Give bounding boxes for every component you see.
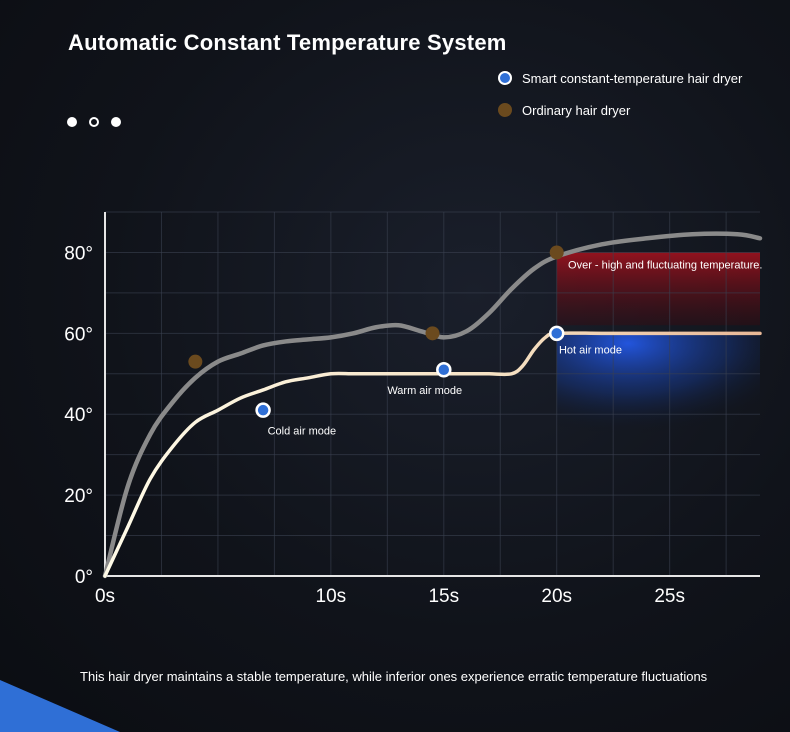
legend-item-smart: Smart constant-temperature hair dryer: [498, 68, 742, 88]
data-point-ordinary: [188, 354, 203, 369]
x-tick-label: 25s: [654, 586, 685, 607]
legend: Smart constant-temperature hair dryer Or…: [498, 68, 742, 132]
legend-label-smart: Smart constant-temperature hair dryer: [522, 70, 743, 86]
pager-dot-2[interactable]: [89, 117, 99, 127]
x-tick-label: 0s: [95, 586, 115, 607]
footer-caption: This hair dryer maintains a stable tempe…: [80, 669, 708, 684]
x-tick-label: 10s: [316, 586, 347, 607]
chart-annotation: Cold air mode: [268, 425, 336, 437]
smart-legend-marker: [498, 71, 512, 85]
x-tick-label: 20s: [541, 586, 572, 607]
legend-label-ordinary: Ordinary hair dryer: [522, 102, 631, 118]
data-point-smart: [255, 402, 271, 418]
y-tick-label: 0°: [75, 567, 93, 588]
y-tick-label: 60°: [64, 324, 93, 345]
pager-dots: [67, 117, 121, 127]
chart-annotation: Hot air mode: [559, 345, 622, 357]
data-point-smart: [548, 325, 565, 342]
data-point-ordinary: [425, 326, 440, 341]
legend-item-ordinary: Ordinary hair dryer: [498, 100, 742, 120]
y-tick-label: 40°: [64, 405, 93, 426]
highlight-regions: [556, 252, 760, 435]
data-point-ordinary: [549, 245, 564, 260]
data-point-smart: [436, 361, 452, 378]
corner-accent: [0, 680, 120, 732]
annotations: Over - high and fluctuating temperature.…: [268, 260, 763, 438]
chart-annotation: Over - high and fluctuating temperature.: [568, 260, 762, 272]
series-line-ordinary: [102, 231, 763, 579]
y-tick-label: 80°: [64, 243, 93, 264]
axes: 0s 10s 15s 20s 25s 0° 20° 40° 60° 80°: [64, 212, 760, 607]
series: [102, 231, 763, 579]
pager-dot-1[interactable]: [67, 117, 77, 127]
series-line-smart: [103, 331, 762, 578]
y-tick-label: 20°: [64, 486, 93, 507]
chart-annotation: Warm air mode: [387, 385, 462, 397]
x-tick-label: 15s: [428, 586, 459, 607]
pager-dot-3[interactable]: [111, 117, 121, 127]
ordinary-legend-marker: [498, 103, 512, 117]
chart-title: Automatic Constant Temperature System: [68, 30, 507, 55]
